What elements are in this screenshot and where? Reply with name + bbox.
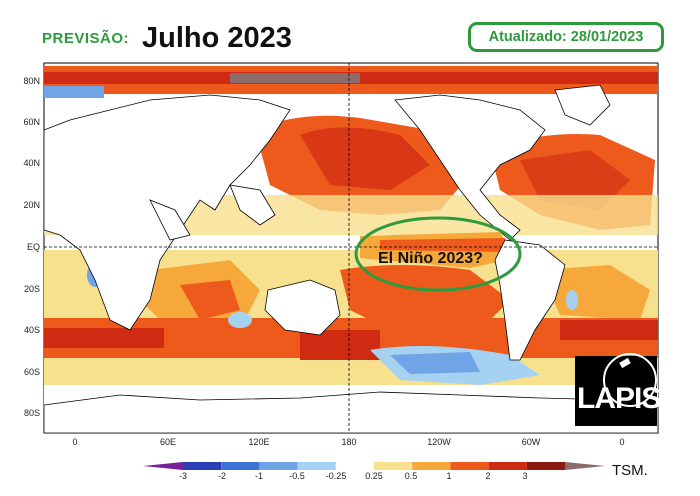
colorbar-swatch	[412, 462, 451, 470]
colorbar-label: 1	[446, 471, 452, 481]
colorbar-swatch	[183, 462, 222, 470]
colorbar-swatch	[259, 462, 298, 470]
colorbar-swatch	[488, 462, 527, 470]
colorbar-under-arrow	[143, 462, 183, 470]
lapis-logo-text: LAPIS	[577, 382, 661, 415]
lon-label-0: 0	[72, 437, 78, 447]
lon-label-120e: 120E	[248, 437, 270, 447]
land-masses	[44, 84, 658, 433]
colorbar-label: 0.25	[365, 471, 383, 481]
colorbar-label: -0.5	[289, 471, 305, 481]
lat-label-40s: 40S	[23, 325, 40, 335]
lat-label-eq: EQ	[26, 242, 40, 252]
lapis-logo	[575, 353, 657, 426]
lon-label-0-east: 0	[619, 437, 625, 447]
lat-label-40n: 40N	[23, 158, 40, 168]
updated-badge: Atualizado: 28/01/2023	[468, 22, 664, 52]
colorbar-label: -1	[254, 471, 263, 481]
colorbar-over-arrow	[565, 462, 605, 470]
lat-label-60s: 60S	[23, 367, 40, 377]
el-nino-highlight	[354, 216, 522, 292]
lat-label-80n: 80N	[23, 76, 40, 86]
lon-label-60w: 60W	[521, 437, 541, 447]
variable-label: TSM.	[612, 462, 648, 479]
colorbar-label: -3	[178, 471, 187, 481]
lat-label-20s: 20S	[23, 284, 40, 294]
colorbar-swatch	[221, 462, 260, 470]
colorbar-swatch	[335, 462, 374, 470]
lat-label-60n: 60N	[23, 117, 40, 127]
colorbar-label: -0.25	[325, 471, 347, 481]
el-nino-label: El Niño 2023?	[378, 250, 483, 267]
lon-label-60e: 60E	[159, 437, 176, 447]
updated-text: Atualizado: 28/01/2023	[488, 29, 644, 45]
colorbar-swatch	[297, 462, 336, 470]
colorbar-swatch	[450, 462, 489, 470]
lon-label-180: 180	[341, 437, 357, 447]
forecast-prefix: PREVISÃO:	[42, 30, 130, 47]
lat-label-20n: 20N	[23, 200, 40, 210]
page-title: Julho 2023	[142, 22, 292, 54]
lon-label-120w: 120W	[427, 437, 451, 447]
colorbar-label: 3	[522, 471, 528, 481]
colorbar-label: 0.5	[404, 471, 418, 481]
colorbar-swatch	[526, 462, 565, 470]
colorbar-label: 2	[485, 471, 491, 481]
colorbar	[143, 462, 605, 470]
colorbar-label: -2	[217, 471, 226, 481]
lat-label-80s: 80S	[23, 408, 40, 418]
colorbar-swatch	[374, 462, 413, 470]
